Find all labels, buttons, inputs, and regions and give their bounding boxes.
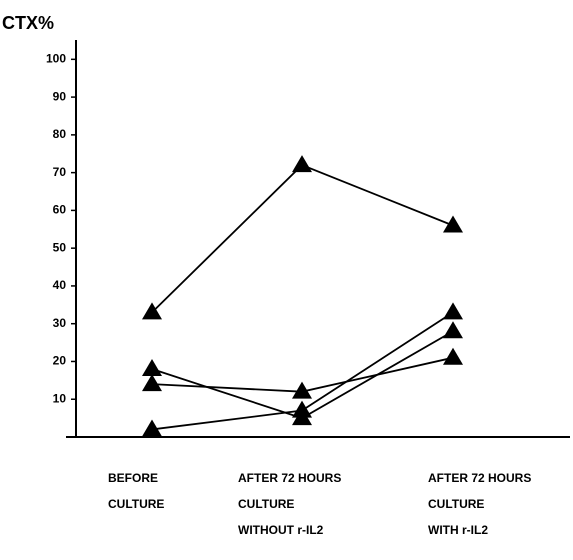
y-tick-label: 50 (53, 240, 67, 254)
y-tick-label: 60 (53, 203, 67, 217)
y-tick-label: 10 (53, 391, 67, 405)
x-tick-label: AFTER 72 HOURS (238, 471, 341, 485)
y-tick-label: 80 (53, 127, 67, 141)
triangle-marker (292, 400, 312, 418)
y-axis-label: CTX% (2, 13, 54, 33)
triangle-marker (443, 347, 463, 365)
x-tick-label: CULTURE (428, 497, 484, 511)
y-tick-label: 70 (53, 165, 67, 179)
triangle-marker (292, 155, 312, 173)
series-line (151, 164, 454, 314)
x-tick-label: BEFORE (108, 471, 158, 485)
triangle-marker (443, 321, 463, 339)
triangle-marker (142, 359, 162, 377)
triangle-marker (142, 302, 162, 320)
y-tick-label: 100 (46, 52, 66, 66)
triangle-marker (142, 419, 162, 437)
y-tick-label: 40 (53, 278, 67, 292)
triangle-marker (443, 215, 463, 233)
triangle-marker (292, 381, 312, 399)
y-tick-label: 30 (53, 316, 67, 330)
y-tick-label: 20 (53, 354, 67, 368)
x-tick-label: WITHOUT r-IL2 (238, 523, 324, 537)
y-tick-label: 90 (53, 89, 67, 103)
x-tick-label: AFTER 72 HOURS (428, 471, 531, 485)
triangle-marker (443, 302, 463, 320)
x-tick-label: CULTURE (108, 497, 164, 511)
x-tick-label: CULTURE (238, 497, 294, 511)
triangle-marker (142, 374, 162, 392)
x-tick-label: WITH r-IL2 (428, 523, 488, 537)
